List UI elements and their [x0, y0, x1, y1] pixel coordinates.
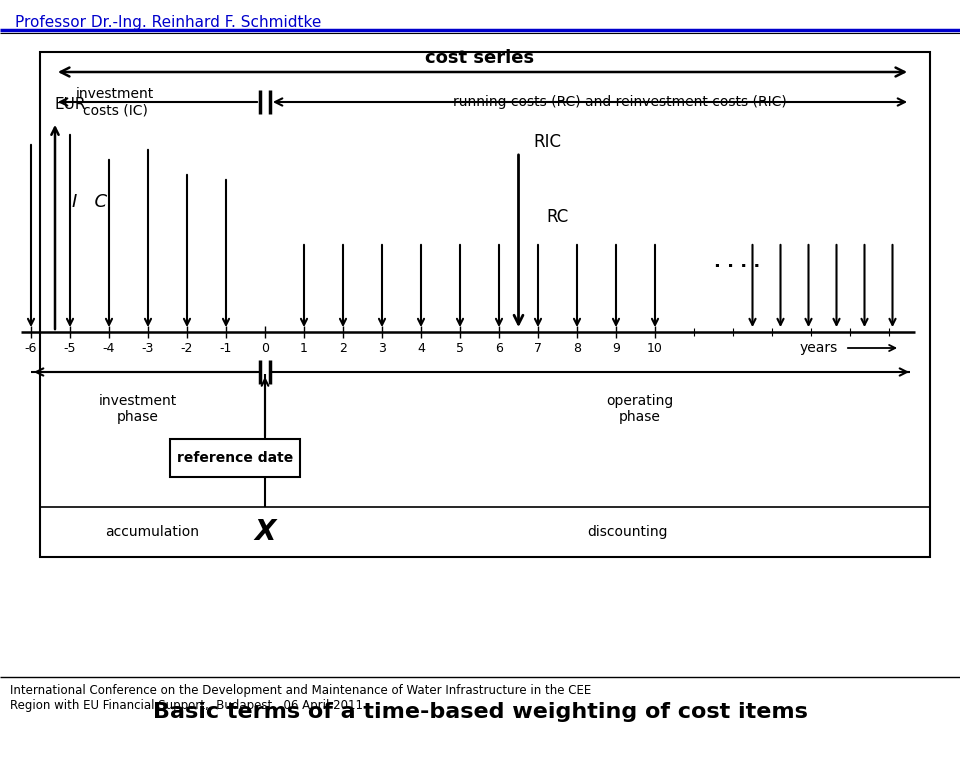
Text: reference date: reference date: [177, 451, 293, 465]
Bar: [170, 439, 300, 477]
Text: investment
phase: investment phase: [99, 394, 178, 424]
Text: RIC: RIC: [534, 133, 562, 151]
Text: 9: 9: [612, 341, 620, 354]
Text: Professor Dr.-Ing. Reinhard F. Schmidtke: Professor Dr.-Ing. Reinhard F. Schmidtke: [15, 15, 322, 30]
Text: 0: 0: [261, 341, 269, 354]
Text: -5: -5: [63, 341, 76, 354]
Text: EUR: EUR: [55, 97, 86, 112]
Text: -1: -1: [220, 341, 232, 354]
Text: -4: -4: [103, 341, 115, 354]
Text: 2: 2: [339, 341, 347, 354]
Text: investment
costs (IC): investment costs (IC): [76, 87, 155, 117]
Text: 8: 8: [573, 341, 581, 354]
Text: 4: 4: [417, 341, 425, 354]
Text: 6: 6: [495, 341, 503, 354]
Bar: [40, 52, 930, 557]
Text: -2: -2: [180, 341, 193, 354]
Text: . . . .: . . . .: [713, 253, 759, 271]
Text: 3: 3: [378, 341, 386, 354]
Text: 7: 7: [534, 341, 542, 354]
Text: operating
phase: operating phase: [607, 394, 674, 424]
Text: 5: 5: [456, 341, 464, 354]
Text: discounting: discounting: [588, 525, 668, 539]
Text: 1: 1: [300, 341, 308, 354]
Text: -6: -6: [25, 341, 37, 354]
Text: -3: -3: [142, 341, 155, 354]
Text: International Conference on the Development and Maintenance of Water Infrastruct: International Conference on the Developm…: [10, 684, 591, 712]
Text: X: X: [254, 518, 276, 546]
Text: 10: 10: [647, 341, 663, 354]
Text: I   C: I C: [72, 193, 108, 211]
Text: RC: RC: [546, 208, 568, 226]
Text: years: years: [800, 341, 838, 355]
Text: accumulation: accumulation: [106, 525, 200, 539]
Text: cost series: cost series: [425, 49, 535, 67]
Text: running costs (RC) and reinvestment costs (RIC): running costs (RC) and reinvestment cost…: [453, 95, 787, 109]
Text: Basic terms of a time-based weighting of cost items: Basic terms of a time-based weighting of…: [153, 702, 807, 722]
